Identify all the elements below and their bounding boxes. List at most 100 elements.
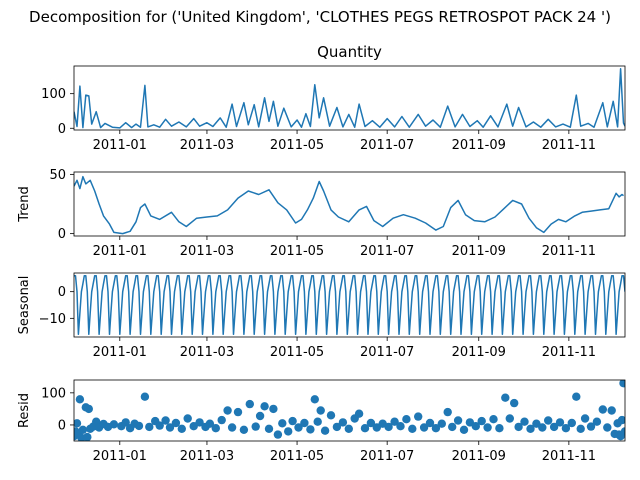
x-tick-label-0: 2011-01 xyxy=(93,345,147,360)
y-tick-label-0: −10 xyxy=(39,312,66,327)
x-tick-label-1: 2011-03 xyxy=(180,345,234,360)
resid-point-64 xyxy=(360,424,370,433)
resid-point-34 xyxy=(205,419,215,428)
resid-point-91 xyxy=(514,422,523,432)
resid-point-45 xyxy=(264,424,274,433)
resid-point-30 xyxy=(183,414,192,423)
resid-point-78 xyxy=(443,407,452,417)
panels: 2011-01 2011-03 2011-05 2011-07 2011-09 2011-… xyxy=(17,43,626,464)
resid-point-68 xyxy=(384,422,393,432)
resid-point-102 xyxy=(576,424,585,433)
x-tick-label-0: 2011-01 xyxy=(93,449,147,464)
resid-point-72 xyxy=(408,424,417,433)
axes-frame xyxy=(73,171,626,237)
resid-point-50 xyxy=(288,416,297,426)
panel-title: Quantity xyxy=(317,43,382,61)
resid-point-52 xyxy=(300,418,309,428)
resid-point-6 xyxy=(78,425,88,434)
resid-point-92 xyxy=(520,417,529,426)
resid-point-85 xyxy=(483,423,492,432)
resid-point-29 xyxy=(177,424,186,433)
resid-point-108 xyxy=(607,406,616,415)
y-tick-label-1: 50 xyxy=(49,168,66,183)
resid-point-115 xyxy=(620,427,625,436)
resid-point-80 xyxy=(453,416,463,425)
x-tick-label-1: 2011-03 xyxy=(180,449,234,464)
resid-point-32 xyxy=(195,418,204,427)
resid-point-73 xyxy=(414,412,423,421)
resid-point-114 xyxy=(619,380,625,388)
resid-point-107 xyxy=(603,423,612,432)
resid-point-88 xyxy=(501,393,510,402)
x-tick-label-1: 2011-03 xyxy=(180,244,234,259)
resid-point-81 xyxy=(459,425,469,434)
resid-point-95 xyxy=(538,423,547,432)
x-tick-label-4: 2011-09 xyxy=(452,449,506,464)
plot-area xyxy=(74,175,624,235)
axes-frame xyxy=(73,379,626,442)
x-tick-label-4: 2011-09 xyxy=(452,138,506,153)
x-tick-label-5: 2011-11 xyxy=(542,345,596,360)
resid-point-97 xyxy=(549,422,559,432)
resid-point-37 xyxy=(223,406,232,415)
resid-point-40 xyxy=(239,425,249,434)
resid-point-84 xyxy=(477,416,486,426)
resid-point-54 xyxy=(310,395,319,404)
x-tick-label-2: 2011-05 xyxy=(270,345,324,360)
series-line-1 xyxy=(74,175,624,235)
x-tick-label-1: 2011-03 xyxy=(180,138,234,153)
x-tick-label-5: 2011-11 xyxy=(542,244,596,259)
resid-point-79 xyxy=(448,422,457,432)
resid-point-53 xyxy=(306,425,315,434)
resid-point-87 xyxy=(495,424,504,433)
figure-suptitle: Decomposition for ('United Kingdom', 'CL… xyxy=(29,8,611,26)
x-tick-label-5: 2011-11 xyxy=(542,449,596,464)
x-tick-label-3: 2011-07 xyxy=(360,138,414,153)
y-tick-label-0: 0 xyxy=(58,227,66,242)
resid-point-27 xyxy=(165,423,175,432)
resid-point-83 xyxy=(471,422,480,431)
plot-area xyxy=(74,68,625,129)
resid-point-113 xyxy=(617,415,625,425)
resid-point-49 xyxy=(284,427,293,436)
panel-1: 2011-01 2011-03 2011-05 2011-07 2011-09 2011-… xyxy=(17,168,626,259)
y-tick-label-0: 0 xyxy=(58,122,66,137)
resid-point-89 xyxy=(505,414,514,423)
resid-point-9 xyxy=(84,404,94,414)
resid-point-47 xyxy=(273,430,283,439)
y-tick-label-0: 0 xyxy=(58,418,66,433)
resid-point-90 xyxy=(510,398,519,408)
resid-point-104 xyxy=(586,422,596,431)
resid-point-35 xyxy=(211,424,220,433)
resid-point-28 xyxy=(171,418,181,428)
x-tick-label-3: 2011-07 xyxy=(360,449,414,464)
resid-point-46 xyxy=(269,404,278,414)
y-axis-label: Seasonal xyxy=(17,276,32,335)
x-tick-label-2: 2011-05 xyxy=(270,449,324,464)
x-tick-label-4: 2011-09 xyxy=(452,244,506,259)
resid-point-100 xyxy=(567,418,576,428)
resid-point-56 xyxy=(316,406,325,415)
resid-point-65 xyxy=(366,418,376,428)
y-tick-label-1: 100 xyxy=(41,87,66,102)
resid-point-51 xyxy=(294,423,303,432)
plot-area xyxy=(74,274,625,336)
resid-point-22 xyxy=(140,392,150,401)
y-axis-label: Trend xyxy=(17,186,32,223)
resid-point-55 xyxy=(313,417,322,426)
resid-point-2 xyxy=(74,419,82,428)
resid-point-96 xyxy=(544,416,553,425)
resid-point-60 xyxy=(338,418,348,427)
x-tick-label-2: 2011-05 xyxy=(270,138,324,153)
resid-point-57 xyxy=(320,426,330,435)
y-tick-label-1: 100 xyxy=(41,386,66,401)
resid-point-36 xyxy=(217,415,226,425)
resid-point-58 xyxy=(326,411,336,420)
x-tick-label-0: 2011-01 xyxy=(93,138,147,153)
resid-point-75 xyxy=(425,418,435,428)
resid-point-16 xyxy=(109,420,119,429)
x-tick-label-3: 2011-07 xyxy=(360,244,414,259)
series-line-0 xyxy=(74,68,625,129)
resid-point-21 xyxy=(134,421,144,431)
